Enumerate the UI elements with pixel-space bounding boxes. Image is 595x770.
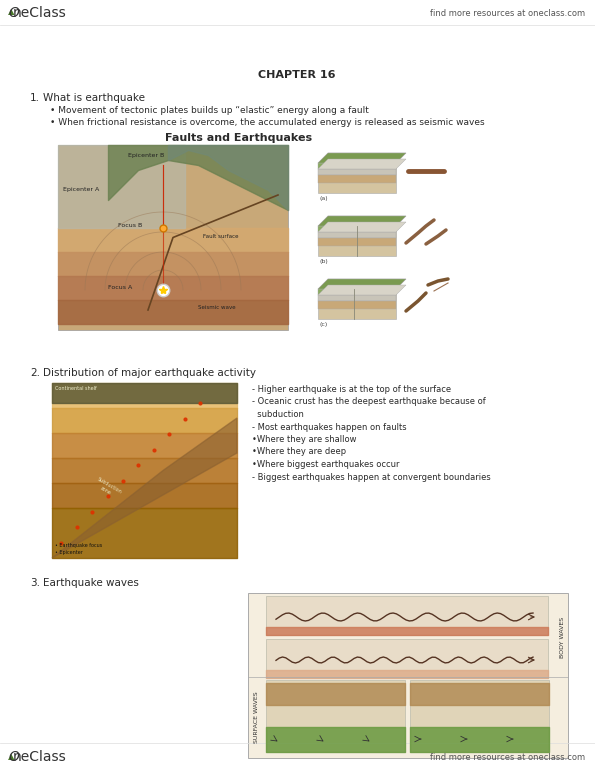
Text: - Most earthquakes happen on faults: - Most earthquakes happen on faults bbox=[252, 423, 406, 431]
Polygon shape bbox=[318, 153, 406, 163]
FancyBboxPatch shape bbox=[248, 593, 568, 758]
Text: (b): (b) bbox=[320, 259, 329, 264]
Text: Seismic wave: Seismic wave bbox=[198, 305, 236, 310]
FancyBboxPatch shape bbox=[410, 680, 549, 752]
Text: 3.: 3. bbox=[30, 578, 40, 588]
FancyBboxPatch shape bbox=[266, 680, 405, 752]
Polygon shape bbox=[58, 145, 288, 330]
Polygon shape bbox=[318, 153, 406, 163]
Text: BODY WAVES: BODY WAVES bbox=[560, 617, 565, 658]
Text: (c): (c) bbox=[320, 322, 328, 327]
Polygon shape bbox=[318, 285, 406, 295]
Polygon shape bbox=[52, 383, 237, 558]
Text: Earthquake waves: Earthquake waves bbox=[43, 578, 139, 588]
Text: Continental shelf: Continental shelf bbox=[55, 386, 97, 391]
Polygon shape bbox=[58, 145, 184, 228]
Polygon shape bbox=[318, 301, 396, 309]
Polygon shape bbox=[318, 289, 396, 295]
Text: CHAPTER 16: CHAPTER 16 bbox=[258, 70, 336, 80]
Text: Epicenter A: Epicenter A bbox=[63, 187, 99, 192]
Text: - Oceanic crust has the deepest earthquake because of: - Oceanic crust has the deepest earthqua… bbox=[252, 397, 486, 407]
FancyBboxPatch shape bbox=[266, 596, 548, 635]
Polygon shape bbox=[318, 295, 396, 301]
Text: •Where they are shallow: •Where they are shallow bbox=[252, 435, 356, 444]
Polygon shape bbox=[318, 163, 396, 169]
Text: What is earthquake: What is earthquake bbox=[43, 93, 145, 103]
Polygon shape bbox=[318, 216, 406, 226]
Text: Distribution of major earthquake activity: Distribution of major earthquake activit… bbox=[43, 368, 256, 378]
Text: • When frictional resistance is overcome, the accumulated energy is released as : • When frictional resistance is overcome… bbox=[50, 118, 484, 127]
Polygon shape bbox=[318, 289, 396, 319]
Text: ▲: ▲ bbox=[8, 8, 14, 16]
Text: Subduction
zone: Subduction zone bbox=[93, 477, 122, 500]
Polygon shape bbox=[318, 279, 406, 289]
Polygon shape bbox=[318, 175, 396, 183]
FancyBboxPatch shape bbox=[266, 639, 548, 678]
Text: find more resources at oneclass.com: find more resources at oneclass.com bbox=[430, 752, 585, 762]
Text: neClass: neClass bbox=[13, 6, 67, 20]
Polygon shape bbox=[318, 279, 406, 289]
Text: Focus A: Focus A bbox=[108, 285, 132, 290]
Text: - Higher earthquake is at the top of the surface: - Higher earthquake is at the top of the… bbox=[252, 385, 451, 394]
Text: Epicenter B: Epicenter B bbox=[128, 153, 164, 158]
Text: 2.: 2. bbox=[30, 368, 40, 378]
Text: - Biggest earthquakes happen at convergent boundaries: - Biggest earthquakes happen at converge… bbox=[252, 473, 491, 481]
Polygon shape bbox=[318, 216, 406, 226]
Text: Focus B: Focus B bbox=[118, 223, 142, 228]
Text: O: O bbox=[8, 6, 19, 20]
Text: Fault surface: Fault surface bbox=[203, 234, 239, 239]
Polygon shape bbox=[318, 222, 406, 232]
Polygon shape bbox=[52, 418, 237, 558]
Text: •Where biggest earthquakes occur: •Where biggest earthquakes occur bbox=[252, 460, 399, 469]
Text: • Movement of tectonic plates builds up “elastic” energy along a fault: • Movement of tectonic plates builds up … bbox=[50, 106, 369, 115]
Polygon shape bbox=[318, 226, 396, 232]
Text: neClass: neClass bbox=[13, 750, 67, 764]
Text: • Earthquake focus: • Earthquake focus bbox=[55, 543, 102, 548]
Text: (a): (a) bbox=[320, 196, 328, 201]
Polygon shape bbox=[318, 163, 396, 193]
Text: • Epicenter: • Epicenter bbox=[55, 550, 83, 555]
Text: ▲: ▲ bbox=[8, 752, 14, 762]
Text: •Where they are deep: •Where they are deep bbox=[252, 447, 346, 457]
Polygon shape bbox=[318, 226, 396, 256]
Text: SURFACE WAVES: SURFACE WAVES bbox=[253, 691, 258, 743]
Text: Faults and Earthquakes: Faults and Earthquakes bbox=[165, 133, 312, 143]
Polygon shape bbox=[318, 238, 396, 246]
Polygon shape bbox=[318, 232, 396, 238]
Text: O: O bbox=[8, 750, 19, 764]
Polygon shape bbox=[318, 169, 396, 175]
Text: find more resources at oneclass.com: find more resources at oneclass.com bbox=[430, 8, 585, 18]
Text: subduction: subduction bbox=[252, 410, 304, 419]
Polygon shape bbox=[318, 159, 406, 169]
Text: 1.: 1. bbox=[30, 93, 40, 103]
